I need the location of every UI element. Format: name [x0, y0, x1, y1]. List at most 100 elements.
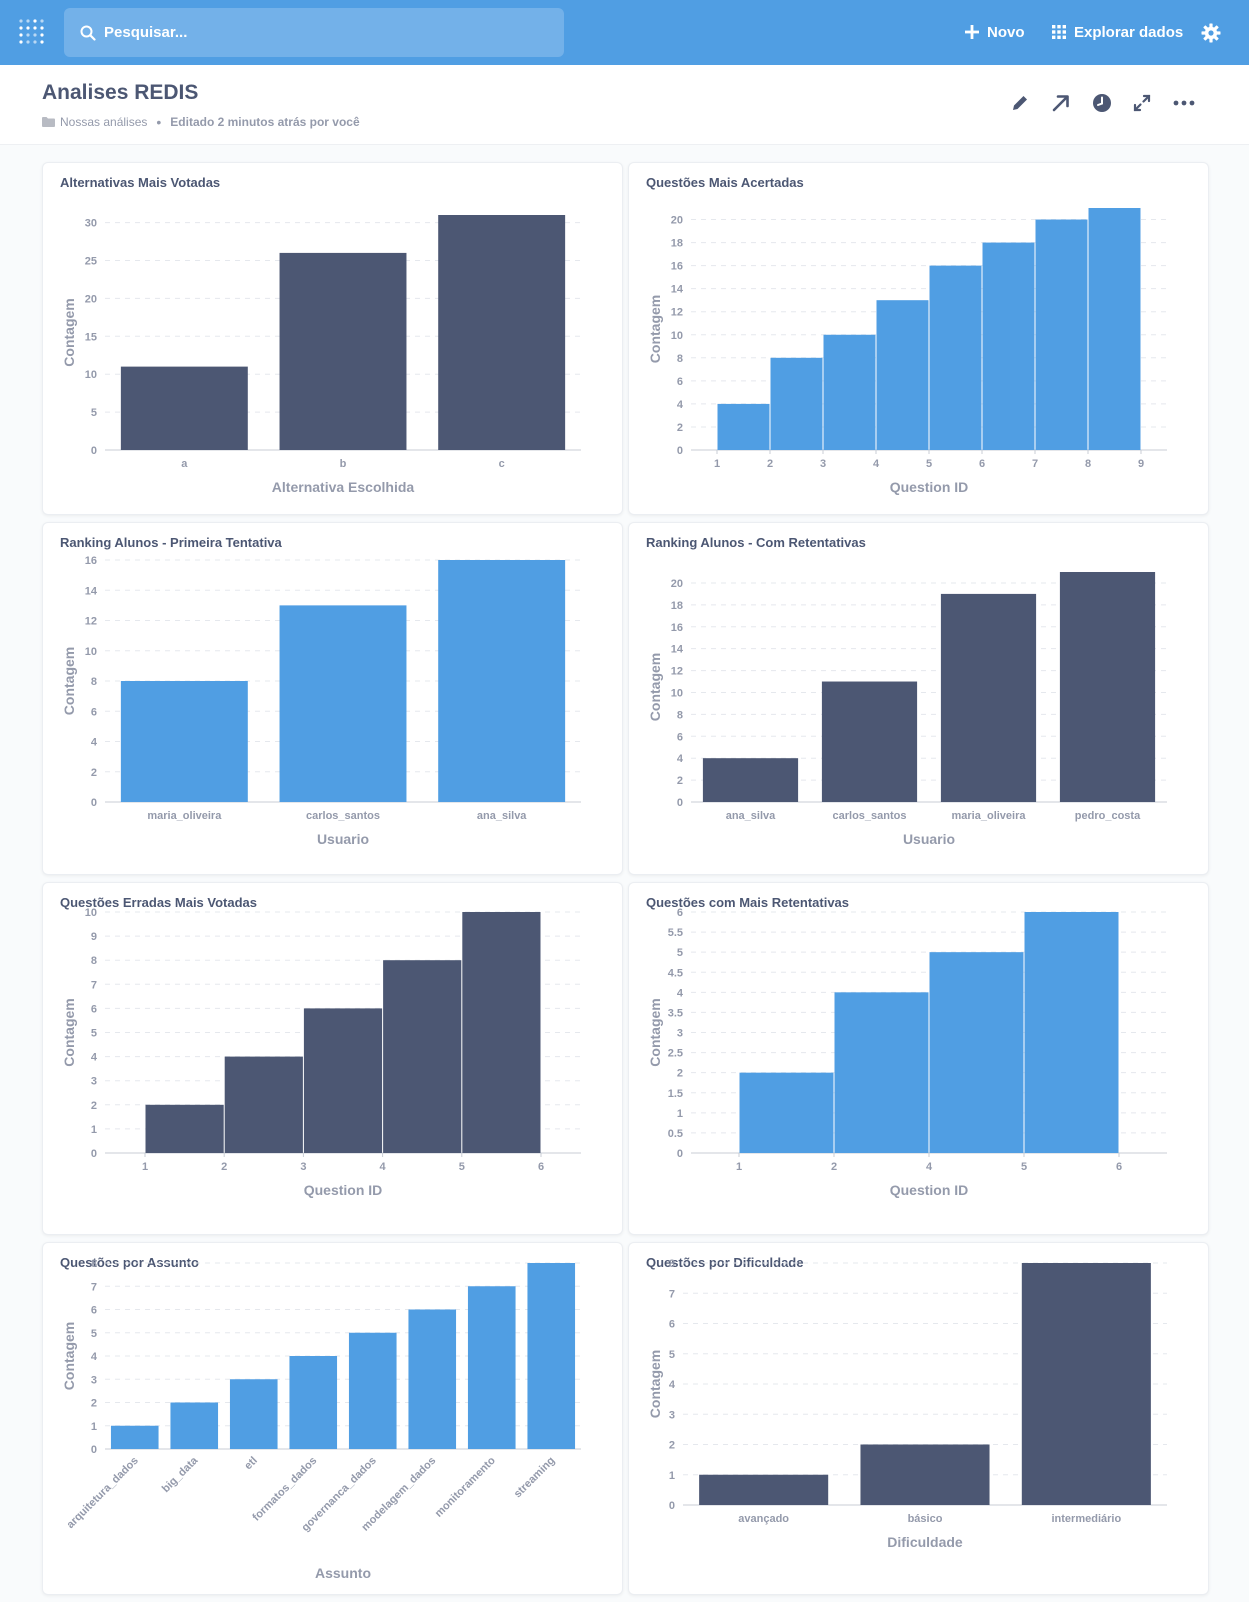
x-tick-label: big_data [160, 1454, 201, 1495]
x-tick-label: 1 [714, 458, 720, 470]
y-tick-label: 2 [677, 1068, 683, 1080]
bar [770, 357, 823, 450]
y-tick-label: 16 [85, 555, 97, 567]
more-options-button[interactable] [1173, 92, 1195, 114]
y-tick-label: 3.5 [668, 1007, 683, 1019]
bar [1035, 219, 1088, 450]
x-tick-label: 2 [831, 1161, 837, 1173]
metabase-logo-icon[interactable] [18, 18, 46, 46]
x-axis-title: Usuario [317, 831, 369, 847]
bar [929, 265, 982, 450]
y-tick-label: 14 [671, 284, 684, 296]
gear-icon [1201, 23, 1221, 43]
y-tick-label: 0 [677, 1148, 683, 1160]
y-tick-label: 0 [677, 797, 683, 809]
card-questoes-por-dificuldade[interactable]: Questões por Dificuldade 0 1 2 3 4 5 6 7 8 avança… [628, 1242, 1209, 1595]
y-tick-label: 12 [671, 307, 683, 319]
history-button[interactable] [1091, 92, 1113, 114]
y-tick-label: 0 [91, 1148, 97, 1160]
y-tick-label: 25 [85, 255, 97, 267]
y-tick-label: 4 [91, 1351, 98, 1363]
edit-button[interactable] [1009, 92, 1031, 114]
bar [462, 912, 541, 1153]
bar [279, 252, 407, 450]
share-button[interactable] [1050, 92, 1072, 114]
y-tick-label: 4 [669, 1379, 676, 1391]
y-tick-label: 6 [669, 1319, 675, 1331]
card-ranking-com-retentativas[interactable]: Ranking Alunos - Com Retentativas 0 2 4 6 8 1… [628, 522, 1209, 875]
x-tick-label: 3 [300, 1161, 306, 1173]
y-tick-label: 6 [91, 706, 97, 718]
x-tick-label: 4 [926, 1161, 933, 1173]
card-ranking-primeira-tentativa[interactable]: Ranking Alunos - Primeira Tentativa 0 2 4 6… [42, 522, 623, 875]
histogram-chart: 0 1 2 3 4 5 6 7 8 9 10 1 2 3 4 5 6 Question ID Contagem [61, 907, 581, 1198]
card-title[interactable]: Questões Mais Acertadas [646, 175, 804, 190]
card-title[interactable]: Ranking Alunos - Primeira Tentativa [60, 535, 282, 550]
y-tick-label: 9 [91, 931, 97, 943]
x-axis-title: Dificuldade [887, 1534, 963, 1550]
bar [120, 681, 248, 802]
y-tick-label: 2 [669, 1440, 675, 1452]
y-tick-label: 8 [677, 353, 683, 365]
dashboard-title[interactable]: Analises REDIS [42, 81, 199, 104]
last-edited-text[interactable]: Editado 2 minutos atrás por você [170, 115, 360, 129]
card-title[interactable]: Alternativas Mais Votadas [60, 175, 221, 190]
settings-button[interactable] [1201, 21, 1229, 45]
bar [224, 1056, 303, 1153]
card-alternativas-mais-votadas[interactable]: Alternativas Mais Votadas 0 5 10 15 20 25 30 a b… [42, 162, 623, 515]
bar [717, 403, 770, 450]
bar [702, 758, 799, 802]
fullscreen-button[interactable] [1131, 92, 1153, 114]
collection-link[interactable]: Nossas análises [42, 115, 147, 129]
y-axis-title: Contagem [647, 295, 663, 363]
y-tick-label: 8 [669, 1258, 675, 1270]
explore-data-button[interactable]: Explorar dados [1052, 20, 1183, 44]
x-tick-label: 2 [221, 1161, 227, 1173]
dashboard-subtitle: Nossas análises • Editado 2 minutos atrá… [42, 114, 360, 130]
x-tick-label: básico [908, 1513, 943, 1525]
x-tick-label: 6 [538, 1161, 544, 1173]
new-button[interactable]: Novo [965, 20, 1025, 44]
card-questoes-retentativas[interactable]: Questões com Mais Retentativas 0 0.5 1 1.5 2… [628, 882, 1209, 1235]
y-tick-label: 8 [91, 676, 97, 688]
card-questoes-por-assunto[interactable]: Questões por Assunto 0 1 2 3 4 5 6 7 8 arquitetur… [42, 1242, 623, 1595]
x-tick-label: ana_silva [477, 810, 527, 822]
y-tick-label: 5.5 [668, 927, 683, 939]
y-tick-label: 4 [677, 987, 684, 999]
y-tick-label: 7 [669, 1288, 675, 1300]
y-tick-label: 0 [669, 1500, 675, 1512]
card-title[interactable]: Questões Erradas Mais Votadas [60, 895, 258, 910]
bar [467, 1286, 516, 1449]
x-tick-label: 4 [873, 458, 880, 470]
card-title[interactable]: Questões com Mais Retentativas [646, 895, 850, 910]
x-axis-title: Question ID [890, 479, 969, 495]
card-questoes-mais-acertadas[interactable]: Questões Mais Acertadas 0 2 4 6 8 10 12 14 16 18 2… [628, 162, 1209, 515]
x-tick-label: 5 [459, 1161, 465, 1173]
y-tick-label: 0 [91, 445, 97, 457]
x-tick-label: carlos_santos [833, 810, 907, 822]
card-questoes-erradas[interactable]: Questões Erradas Mais Votadas 0 1 2 3 4 5 6 7 8 9… [42, 882, 623, 1235]
y-tick-label: 16 [671, 622, 683, 634]
search-input[interactable] [104, 24, 524, 41]
y-tick-label: 1 [669, 1470, 675, 1482]
y-axis-title: Contagem [647, 1350, 663, 1418]
x-axis-title: Alternativa Escolhida [272, 479, 415, 495]
new-button-label: Novo [987, 23, 1025, 41]
bar [289, 1356, 338, 1449]
y-tick-label: 10 [85, 369, 97, 381]
y-tick-label: 20 [671, 215, 683, 227]
search-icon [80, 25, 96, 41]
y-tick-label: 10 [671, 330, 683, 342]
card-title[interactable]: Ranking Alunos - Com Retentativas [646, 535, 866, 550]
y-tick-label: 2.5 [668, 1048, 683, 1060]
y-tick-label: 10 [85, 907, 97, 919]
y-tick-label: 0 [91, 797, 97, 809]
search-bar[interactable] [64, 8, 564, 57]
y-tick-label: 3 [677, 1028, 683, 1040]
x-tick-label: streaming [512, 1455, 558, 1501]
y-tick-label: 3 [91, 1076, 97, 1088]
bar [303, 1008, 383, 1153]
bar [834, 992, 929, 1153]
y-tick-label: 16 [671, 261, 683, 273]
bar [982, 242, 1035, 450]
